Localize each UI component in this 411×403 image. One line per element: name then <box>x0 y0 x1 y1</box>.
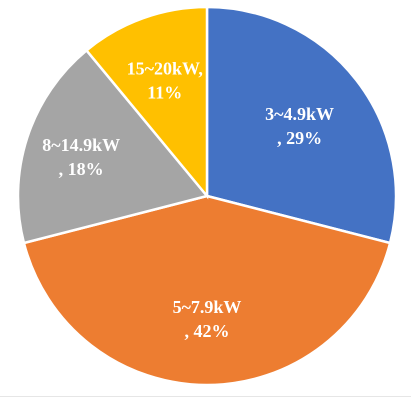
pie-slice-15-20kw <box>84 5 209 200</box>
slice-label-5-7-9kw: 5~7.9kW , 42% <box>173 297 242 341</box>
slice-label-category: 3~4.9kW <box>265 104 334 124</box>
slice-label-8-14-9kw: 8~14.9kW , 18% <box>42 135 120 179</box>
slice-label-category: 5~7.9kW <box>173 297 242 317</box>
slice-label-category: 8~14.9kW <box>42 135 120 155</box>
slice-label-category: 15~20kW, <box>127 59 203 79</box>
pie-slice-3-4-9kw <box>205 5 398 245</box>
slice-label-percent: , 42% <box>185 321 230 341</box>
slice-label-percent: , 18% <box>59 159 104 179</box>
pie-slice-8-14-9kw <box>16 48 210 245</box>
slice-label-15-20kw: 15~20kW, 11% <box>127 59 203 103</box>
slice-label-percent: , 29% <box>277 128 322 148</box>
slice-label-3-4-9kw: 3~4.9kW , 29% <box>265 104 334 148</box>
bottom-divider <box>0 396 411 397</box>
slice-label-percent: 11% <box>147 83 182 103</box>
pie-slice-5-7-9kw <box>22 194 392 387</box>
